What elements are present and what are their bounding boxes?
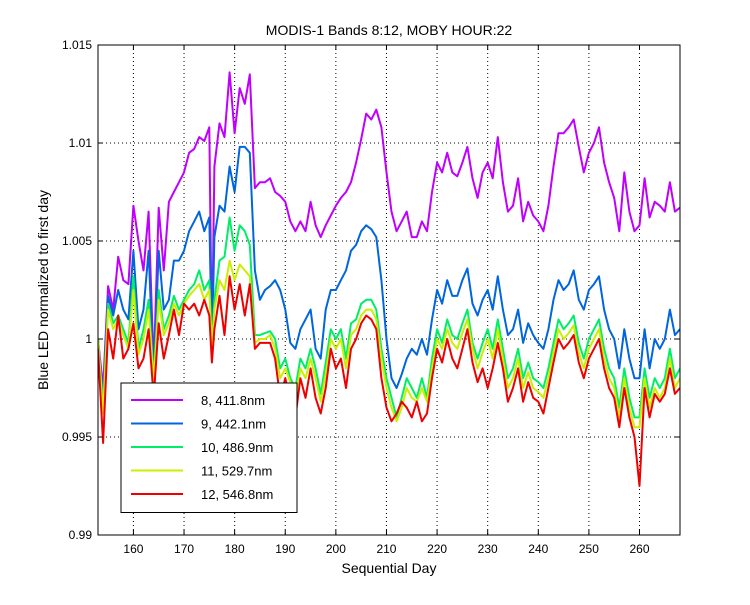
series-line-4 [98,259,680,429]
x-tick-label: 240 [528,542,548,556]
x-tick-label: 260 [629,542,649,556]
y-tick-label: 0.99 [69,528,93,542]
x-tick-label: 160 [123,542,143,556]
y-tick-label: 1.01 [69,136,93,150]
chart-title: MODIS-1 Bands 8:12, MOBY HOUR:22 [266,22,513,38]
series-line-1 [98,71,680,389]
x-tick-label: 250 [579,542,599,556]
legend-label: 12, 546.8nm [201,487,273,502]
legend-label: 10, 486.9nm [201,440,273,455]
series-layer [98,71,680,487]
y-axis-label: Blue LED normalized to first day [35,190,51,390]
y-tick-label: 1 [85,332,92,346]
x-tick-label: 190 [275,542,295,556]
x-tick-label: 220 [427,542,447,556]
series-line-5 [98,275,680,487]
x-axis-label: Sequential Day [342,560,437,576]
legend-label: 11, 529.7nm [201,464,272,479]
y-tick-label: 1.005 [62,234,92,248]
axis-ticks: 0.99 0.995 1 1.005 1.01 1.015 160 170 180 190 200 2… [62,38,680,556]
legend-label: 9, 442.1nm [201,417,266,432]
x-tick-label: 230 [478,542,498,556]
x-tick-label: 170 [174,542,194,556]
plot-frame [97,44,681,536]
x-tick-label: 200 [326,542,346,556]
series-line-2 [98,145,680,403]
x-tick-label: 210 [376,542,396,556]
legend: 8, 411.8nm 9, 442.1nm 10, 486.9nm 11, 529.7… [120,382,298,513]
y-tick-label: 1.015 [62,38,92,52]
legend-label: 8, 411.8nm [201,393,265,408]
y-tick-label: 0.995 [62,430,92,444]
series-line-3 [98,216,680,419]
x-tick-label: 180 [225,542,245,556]
